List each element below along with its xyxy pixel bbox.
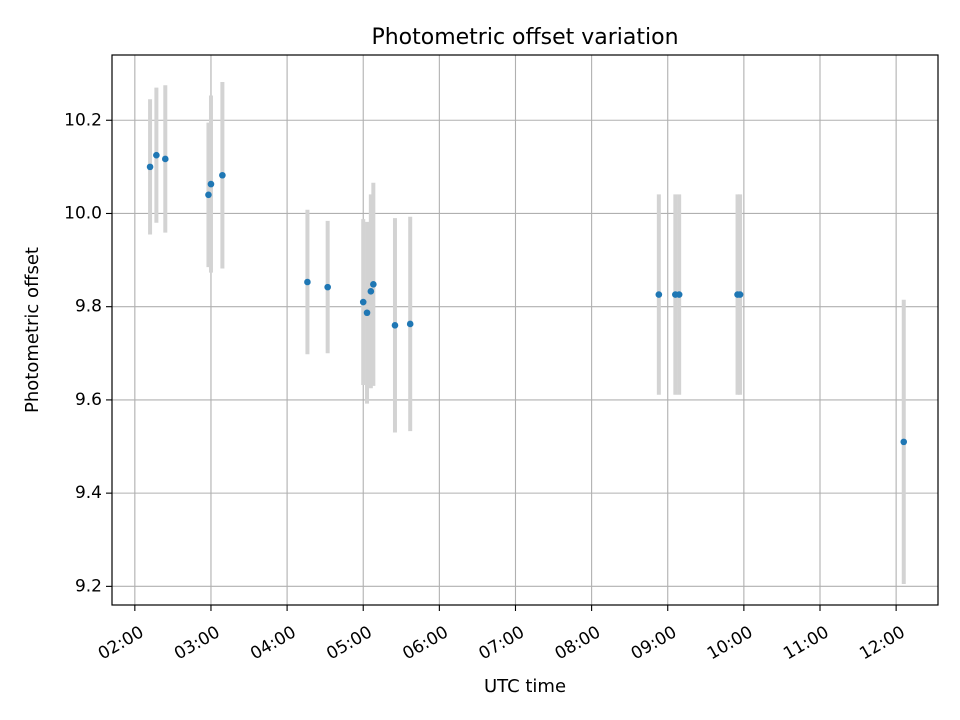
data-point xyxy=(304,278,311,286)
y-axis-label: Photometric offset xyxy=(22,247,43,413)
data-point xyxy=(219,171,226,179)
data-point xyxy=(153,151,160,159)
data-point xyxy=(406,320,414,328)
data-point xyxy=(161,155,169,163)
y-axis-ticks: 9.2 9.4 9.6 9.8 10.0 10.2 xyxy=(64,110,112,596)
data-point xyxy=(146,163,154,171)
plot-frame xyxy=(111,54,939,606)
y-tick-label: 9.4 xyxy=(75,483,102,503)
y-tick-label: 9.2 xyxy=(75,576,102,596)
data-point xyxy=(391,322,399,329)
data-point xyxy=(205,191,212,199)
y-tick-label: 10.0 xyxy=(64,203,102,223)
y-tick-label: 10.2 xyxy=(64,110,102,130)
data-point xyxy=(359,298,367,306)
data-point xyxy=(324,283,331,291)
chart-title: Photometric offset variation xyxy=(371,25,678,50)
y-tick-label: 9.8 xyxy=(75,297,102,317)
data-point xyxy=(655,291,663,298)
x-axis-label: UTC time xyxy=(484,676,566,697)
data-point xyxy=(675,291,683,298)
data-point xyxy=(900,438,908,446)
data-point xyxy=(736,291,744,298)
data-point xyxy=(207,180,215,188)
grid xyxy=(112,55,938,605)
data-points xyxy=(146,151,908,446)
data-point xyxy=(363,309,371,317)
data-point xyxy=(370,281,377,288)
data-point xyxy=(367,288,375,295)
y-tick-label: 9.6 xyxy=(75,390,102,410)
